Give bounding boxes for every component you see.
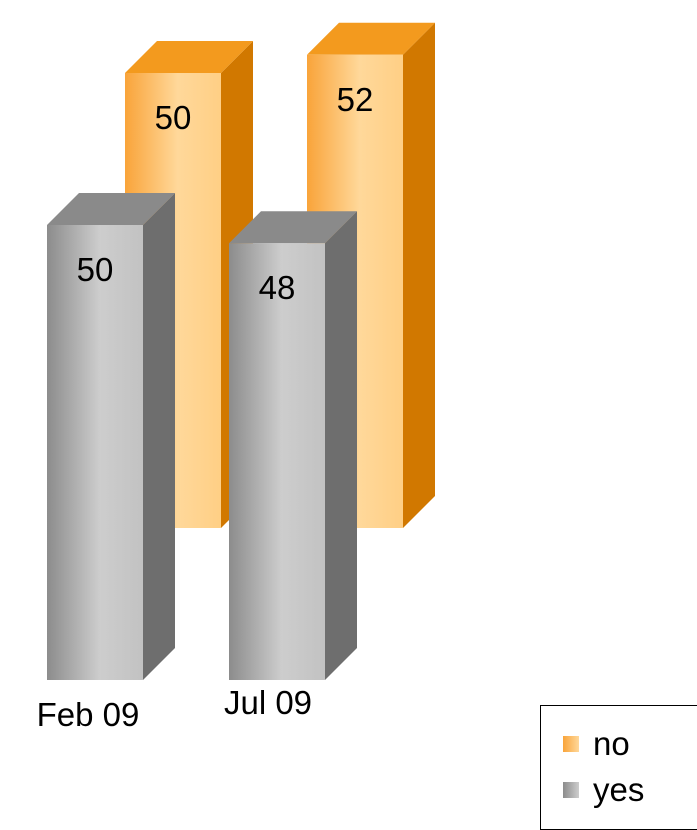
legend-label-no: no (593, 725, 630, 762)
bar-side (403, 22, 435, 529)
data-label-yes-jul-09: 48 (259, 269, 296, 306)
bar-top (307, 22, 435, 55)
bar-yes-feb-09 (47, 193, 175, 680)
bar-side (325, 211, 357, 680)
legend-label-yes: yes (593, 771, 645, 808)
x-tick-label: Jul 09 (224, 684, 312, 721)
data-label-no-feb-09: 50 (155, 99, 192, 136)
bar-front (229, 243, 325, 680)
legend-item-no: no (563, 724, 630, 764)
bar-yes-jul-09 (229, 211, 357, 680)
legend-item-yes: yes (563, 770, 644, 810)
x-tick-label: Feb 09 (37, 696, 140, 733)
bar-front (47, 225, 143, 680)
bar-top (125, 41, 253, 73)
bar-side (143, 193, 175, 680)
bar-top (47, 193, 175, 225)
legend-swatch-yes (563, 782, 579, 798)
data-label-yes-feb-09: 50 (77, 251, 114, 288)
bar-top (229, 211, 357, 244)
legend: no yes (540, 705, 697, 830)
legend-swatch-no (563, 736, 579, 752)
data-label-no-jul-09: 52 (337, 81, 374, 118)
